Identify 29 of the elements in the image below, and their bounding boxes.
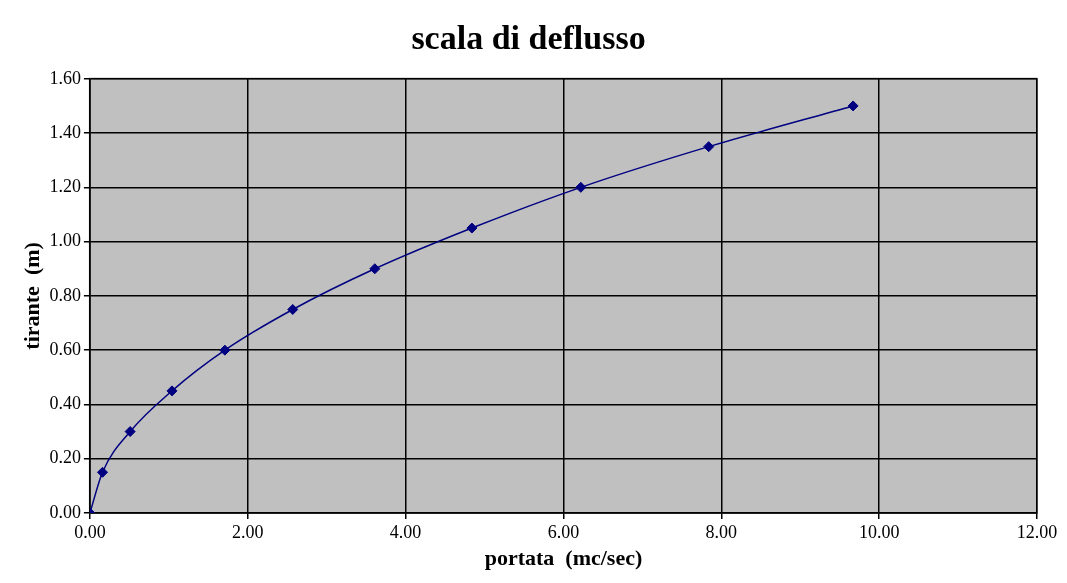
x-tick-label: 8.00: [705, 521, 738, 542]
x-tick-label: 6.00: [547, 521, 580, 542]
y-tick-label: 1.40: [49, 121, 81, 142]
y-tick-label: 0.20: [49, 447, 81, 468]
x-tick-label: 4.00: [389, 521, 422, 542]
point: [703, 141, 715, 153]
point: [287, 303, 299, 315]
point: [166, 385, 178, 397]
y-tick-label: 0.40: [49, 393, 81, 414]
point: [369, 263, 381, 275]
x-axis-title: portata (mc/sec): [484, 545, 643, 571]
x-tick-label: 10.00: [858, 521, 900, 542]
point: [575, 181, 587, 193]
point: [466, 222, 478, 234]
point: [219, 344, 231, 356]
point: [97, 466, 109, 478]
y-tick-label: 0.60: [49, 338, 81, 359]
y-axis-title: tirante (m): [18, 242, 44, 350]
point: [847, 100, 859, 112]
chart-title: scala di deflusso: [411, 19, 646, 57]
point: [124, 426, 136, 438]
y-tick-label: 1.00: [49, 230, 81, 251]
y-tick-label: 1.20: [49, 176, 81, 197]
y-tick-label: 0.00: [49, 501, 81, 522]
x-tick-label: 0.00: [74, 521, 106, 542]
x-tick-label: 2.00: [232, 521, 264, 542]
x-tick-label: 12.00: [1016, 521, 1058, 542]
y-tick-label: 1.60: [49, 67, 81, 88]
y-tick-label: 0.80: [49, 284, 81, 305]
